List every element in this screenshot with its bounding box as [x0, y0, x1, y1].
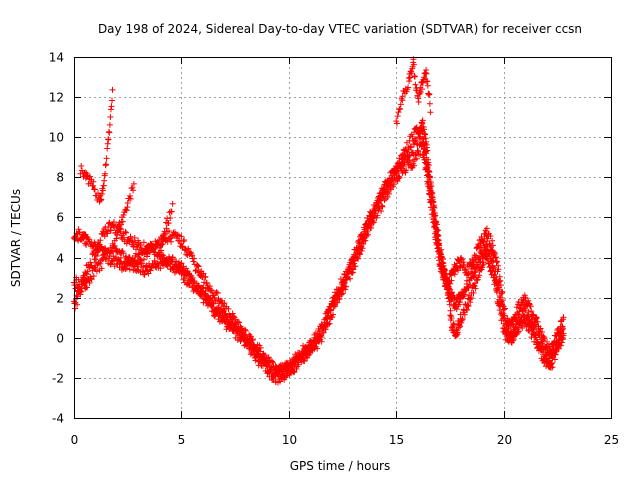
plus-marker-path	[77, 86, 116, 205]
y-tick-label: 0	[56, 332, 64, 346]
y-tick-label: 10	[49, 131, 64, 145]
x-tick-label: 20	[497, 433, 512, 447]
vtec-spike	[111, 180, 137, 244]
y-tick-label: -2	[52, 372, 64, 386]
axis-ticks: 0 5 10 15 20 25 -4 -2 0 2 4 6 8 10 12 14	[49, 51, 619, 448]
y-tick-label: 14	[49, 51, 64, 65]
y-tick-label: -4	[52, 412, 64, 426]
chart-title: Day 198 of 2024, Sidereal Day-to-day VTE…	[98, 22, 582, 36]
x-tick-label: 25	[604, 433, 619, 447]
x-tick-label: 5	[178, 433, 186, 447]
vtec-spike	[393, 56, 434, 127]
plus-marker-path	[393, 56, 434, 127]
x-tick-label: 15	[389, 433, 404, 447]
y-tick-label: 4	[56, 252, 64, 266]
plus-marker-path	[111, 180, 137, 244]
plot-frame	[74, 57, 612, 419]
vtec-spike	[156, 200, 176, 256]
x-axis-label: GPS time / hours	[290, 459, 391, 473]
vtec-spike	[77, 86, 116, 205]
x-tick-label: 0	[71, 433, 79, 447]
plus-marker-path	[156, 200, 176, 256]
grid	[74, 57, 611, 418]
data-series	[71, 56, 567, 386]
y-tick-label: 6	[56, 211, 64, 225]
y-tick-label: 2	[56, 292, 64, 306]
y-tick-label: 12	[49, 91, 64, 105]
x-tick-label: 10	[282, 433, 297, 447]
vtec-track	[71, 138, 567, 386]
y-axis-label: SDTVAR / TECUs	[9, 189, 23, 287]
plus-marker-path	[71, 138, 567, 386]
y-tick-label: 8	[56, 171, 64, 185]
